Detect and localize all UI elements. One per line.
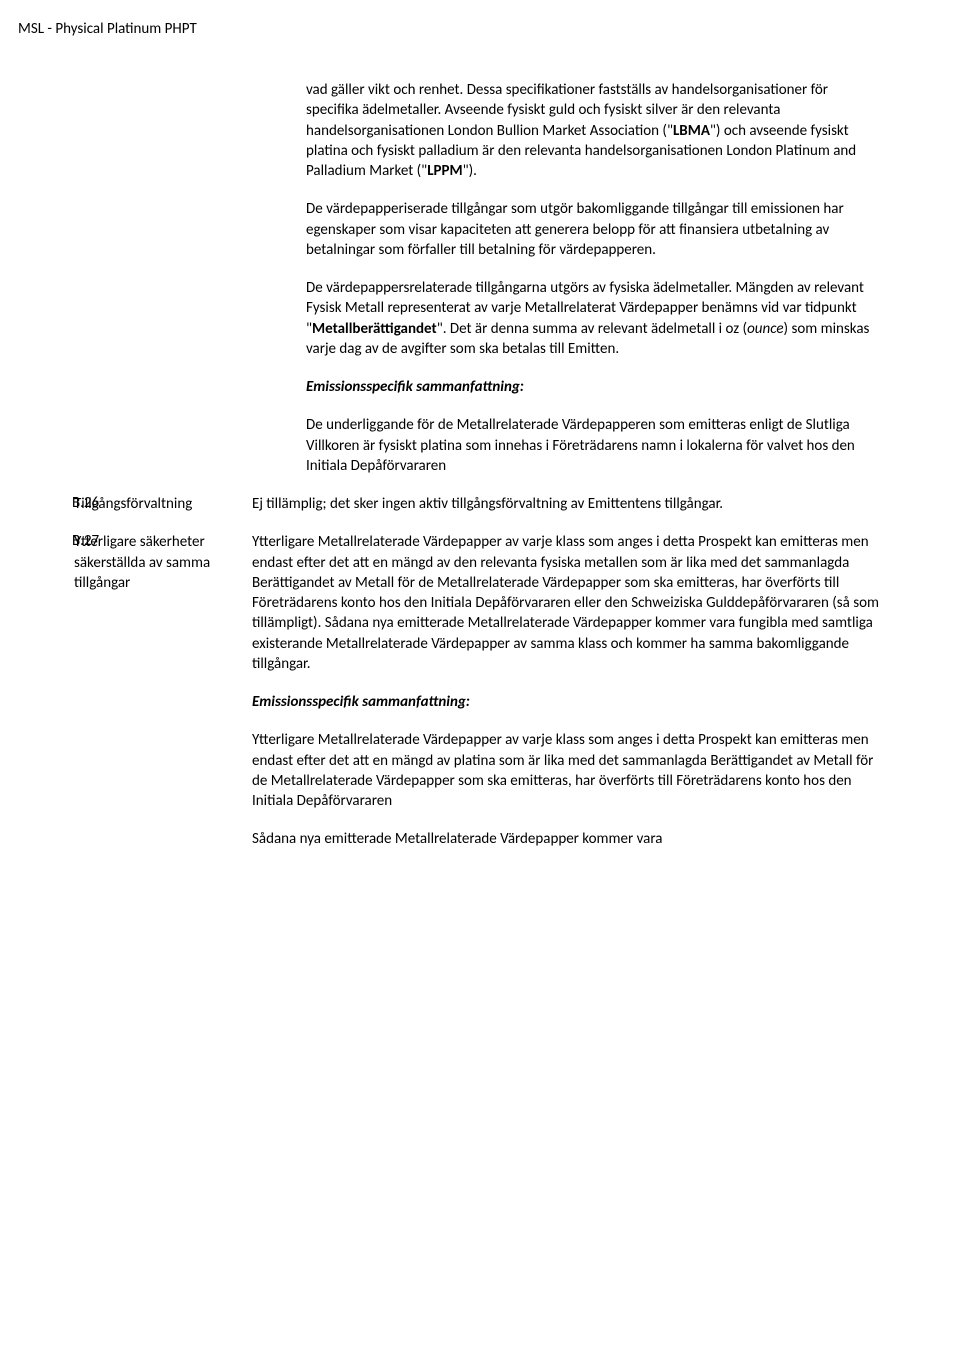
- text: ").: [463, 162, 477, 180]
- term-lbma: LBMA: [673, 122, 710, 140]
- b27-paragraph-4: Sådana nya emitterade Metallrelaterade V…: [252, 829, 880, 849]
- b27-summary-heading: Emissionsspecifik sammanfattning:: [252, 692, 880, 712]
- section-b27: B.27 Ytterligare säkerheter säkerställda…: [18, 532, 880, 849]
- section-body: Ej tillämplig; det sker ingen aktiv till…: [252, 494, 880, 514]
- intro-paragraph-5: De underliggande för de Metallrelaterade…: [306, 415, 880, 476]
- term-metallberattigandet: Metallberättigandet: [312, 320, 437, 338]
- term-ounce: ounce: [747, 320, 783, 338]
- intro-paragraph-1: vad gäller vikt och renhet. Dessa specif…: [306, 80, 880, 181]
- section-number: B.26: [18, 494, 74, 512]
- intro-block: vad gäller vikt och renhet. Dessa specif…: [306, 80, 880, 476]
- page-header: MSL - Physical Platinum PHPT: [18, 20, 880, 38]
- section-body: Ytterligare Metallrelaterade Värdepapper…: [252, 532, 880, 849]
- text: ". Det är denna summa av relevant ädelme…: [437, 320, 747, 338]
- b27-paragraph-3: Ytterligare Metallrelaterade Värdepapper…: [252, 730, 880, 811]
- intro-summary-heading: Emissionsspecifik sammanfattning:: [306, 377, 880, 397]
- section-b26: B.26 Tillgångsförvaltning Ej tillämplig;…: [18, 494, 880, 514]
- b27-paragraph-1: Ytterligare Metallrelaterade Värdepapper…: [252, 532, 880, 674]
- section-label: Ytterligare säkerheter säkerställda av s…: [74, 532, 252, 593]
- section-label: Tillgångsförvaltning: [74, 494, 252, 514]
- term-lppm: LPPM: [427, 162, 462, 180]
- section-number: B.27: [18, 532, 74, 550]
- intro-paragraph-3: De värdepappersrelaterade tillgångarna u…: [306, 278, 880, 359]
- intro-paragraph-2: De värdepapperiserade tillgångar som utg…: [306, 199, 880, 260]
